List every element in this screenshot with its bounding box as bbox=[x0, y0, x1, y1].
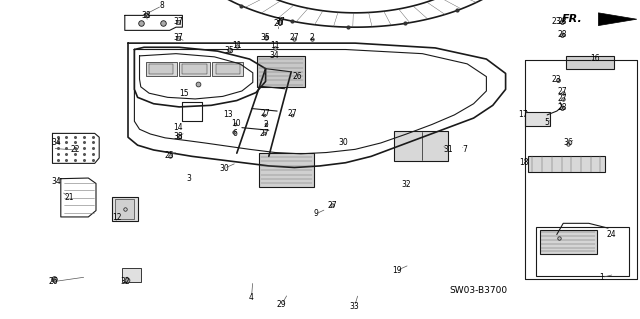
Text: 27: 27 bbox=[260, 109, 271, 118]
Bar bbox=[182, 64, 207, 74]
Text: 37: 37 bbox=[173, 17, 183, 26]
Text: 14: 14 bbox=[173, 123, 183, 132]
Bar bbox=[394, 131, 448, 161]
Text: 9: 9 bbox=[314, 209, 319, 218]
Text: FR.: FR. bbox=[562, 14, 582, 24]
Text: 33: 33 bbox=[349, 302, 360, 311]
Text: 34: 34 bbox=[51, 177, 61, 186]
Text: 27: 27 bbox=[557, 94, 567, 103]
Text: 28: 28 bbox=[557, 17, 566, 26]
Text: 6: 6 bbox=[232, 129, 237, 137]
Text: 5: 5 bbox=[545, 118, 550, 127]
Text: 3: 3 bbox=[186, 174, 191, 183]
Text: 19: 19 bbox=[392, 266, 402, 275]
Text: 23: 23 bbox=[552, 75, 562, 84]
Bar bbox=[216, 64, 240, 74]
Bar bbox=[257, 56, 305, 87]
Text: 25: 25 bbox=[164, 151, 174, 160]
Bar bbox=[259, 153, 314, 187]
Text: 32: 32 bbox=[120, 277, 131, 286]
Text: 16: 16 bbox=[590, 54, 600, 63]
Bar bbox=[179, 62, 210, 76]
Bar bbox=[528, 156, 605, 172]
Text: 23: 23 bbox=[552, 17, 562, 26]
Text: 4: 4 bbox=[249, 293, 254, 302]
Text: 34: 34 bbox=[51, 138, 61, 147]
Text: 24: 24 bbox=[606, 230, 616, 239]
Text: 8: 8 bbox=[159, 1, 164, 10]
Text: 27: 27 bbox=[287, 109, 297, 118]
Text: 37: 37 bbox=[275, 17, 285, 26]
Text: 20: 20 bbox=[273, 19, 284, 28]
Bar bbox=[525, 112, 550, 126]
Bar bbox=[149, 64, 173, 74]
Bar bbox=[146, 62, 177, 76]
Text: 34: 34 bbox=[269, 51, 279, 60]
Text: 13: 13 bbox=[223, 110, 234, 119]
Text: 37: 37 bbox=[173, 33, 183, 42]
Bar bbox=[112, 197, 138, 221]
Text: 36: 36 bbox=[563, 138, 573, 147]
Text: 22: 22 bbox=[71, 145, 80, 154]
Text: 38: 38 bbox=[141, 11, 151, 20]
Text: 27: 27 bbox=[289, 33, 300, 42]
Text: 27: 27 bbox=[327, 201, 337, 210]
Text: 27: 27 bbox=[259, 129, 269, 137]
Text: 30: 30 bbox=[338, 138, 348, 147]
Bar bbox=[122, 268, 141, 282]
Text: 17: 17 bbox=[518, 110, 528, 119]
Text: 10: 10 bbox=[230, 119, 241, 128]
Polygon shape bbox=[598, 13, 637, 26]
Text: 29: 29 bbox=[276, 300, 287, 309]
Text: 31: 31 bbox=[443, 145, 453, 154]
Bar bbox=[540, 230, 597, 254]
Bar bbox=[536, 226, 629, 276]
Text: 7: 7 bbox=[462, 145, 467, 154]
Text: 12: 12 bbox=[113, 213, 122, 222]
Text: 26: 26 bbox=[292, 72, 303, 81]
Text: 30: 30 bbox=[219, 164, 229, 173]
Text: 1: 1 bbox=[599, 273, 604, 282]
Bar bbox=[115, 199, 134, 219]
Bar bbox=[212, 62, 243, 76]
Text: 2: 2 bbox=[263, 120, 268, 129]
Text: 11: 11 bbox=[271, 41, 280, 50]
Text: 2: 2 bbox=[310, 33, 315, 42]
Text: 28: 28 bbox=[557, 103, 566, 112]
Text: 32: 32 bbox=[401, 180, 411, 189]
Bar bbox=[566, 56, 614, 69]
Text: SW03-B3700: SW03-B3700 bbox=[450, 286, 508, 295]
Text: 28: 28 bbox=[557, 30, 566, 39]
Text: 18: 18 bbox=[519, 158, 528, 167]
Text: 26: 26 bbox=[48, 277, 58, 286]
Text: 35: 35 bbox=[224, 46, 234, 55]
Text: 35: 35 bbox=[260, 33, 271, 42]
Text: 15: 15 bbox=[179, 89, 189, 98]
Text: 11: 11 bbox=[232, 41, 241, 50]
Text: 21: 21 bbox=[65, 193, 74, 202]
Text: 27: 27 bbox=[557, 87, 567, 96]
Text: 38: 38 bbox=[173, 132, 183, 141]
